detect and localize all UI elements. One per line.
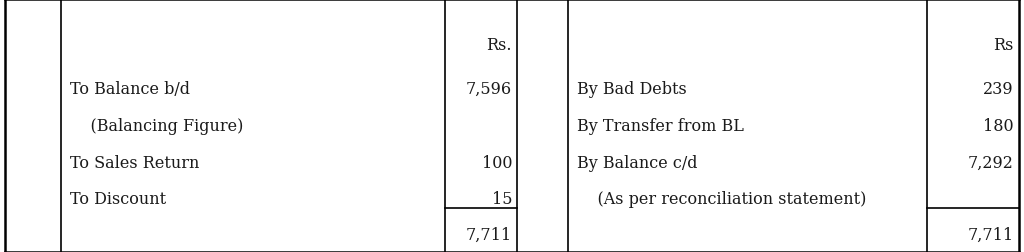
- Text: Rs: Rs: [993, 37, 1014, 54]
- Text: 7,596: 7,596: [466, 81, 512, 98]
- Text: Rs.: Rs.: [486, 37, 512, 54]
- Text: To Balance b/d: To Balance b/d: [70, 81, 189, 98]
- Text: 100: 100: [481, 154, 512, 171]
- Text: By Transfer from BL: By Transfer from BL: [577, 117, 743, 135]
- Text: 7,711: 7,711: [968, 226, 1014, 243]
- Text: 7,292: 7,292: [968, 154, 1014, 171]
- Text: By Balance c/d: By Balance c/d: [577, 154, 697, 171]
- Text: 7,711: 7,711: [466, 226, 512, 243]
- Text: (Balancing Figure): (Balancing Figure): [70, 117, 243, 135]
- Text: To Sales Return: To Sales Return: [70, 154, 199, 171]
- Text: By Bad Debts: By Bad Debts: [577, 81, 686, 98]
- Text: 239: 239: [983, 81, 1014, 98]
- Text: 180: 180: [983, 117, 1014, 135]
- Text: (As per reconciliation statement): (As per reconciliation statement): [577, 191, 866, 208]
- Text: 15: 15: [492, 191, 512, 208]
- Text: To Discount: To Discount: [70, 191, 166, 208]
